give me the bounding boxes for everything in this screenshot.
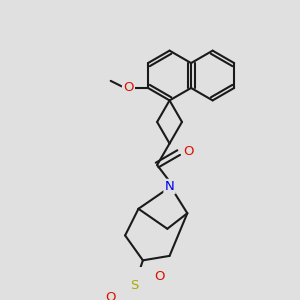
Text: O: O [106,291,116,300]
Text: O: O [154,270,165,283]
Text: N: N [165,180,174,193]
Text: O: O [123,82,134,94]
Text: O: O [183,145,194,158]
Text: S: S [130,279,138,292]
